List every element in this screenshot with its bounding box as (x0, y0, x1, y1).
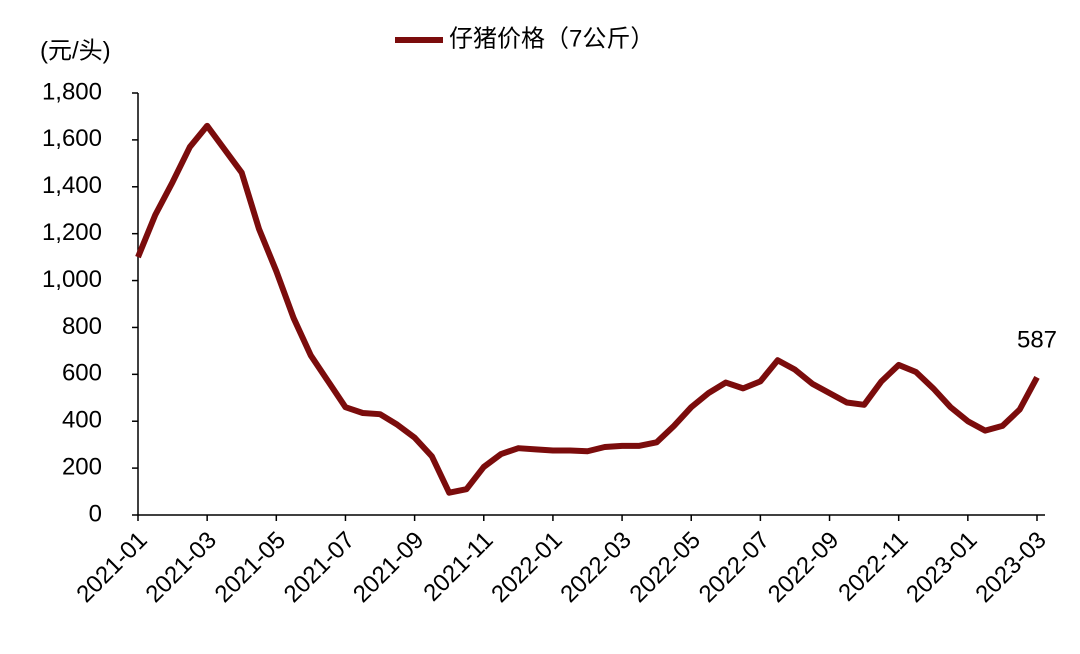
x-tick-label: 2021-05 (210, 527, 291, 608)
line (135, 122, 1040, 496)
x-tick-label: 2022-07 (694, 527, 775, 608)
y-tick-label: 1,600 (42, 125, 102, 152)
x-tick-label: 2021-11 (418, 527, 498, 607)
y-tick-label: 1,000 (42, 266, 102, 293)
y-tick-label: 800 (62, 313, 102, 340)
x-tick-label: 2021-03 (141, 527, 222, 608)
x-tick-label: 2021-09 (348, 527, 429, 608)
legend-label: 仔猪价格（7公斤） (449, 25, 654, 52)
y-tick-label: 0 (89, 500, 102, 527)
x-tick-label: 2021-01 (71, 527, 152, 608)
y-tick-label: 1,200 (42, 219, 102, 246)
y-tick-label: 200 (62, 453, 102, 480)
x-tick-label: 2023-03 (970, 527, 1051, 608)
x-tick-label: 2022-11 (833, 527, 913, 607)
x-tick-label: 2022-09 (763, 527, 844, 608)
x-tick-label: 2022-01 (486, 527, 567, 608)
data-label: 587 (1017, 327, 1057, 354)
y-tick-label: 400 (62, 407, 102, 434)
y-tick-label: 1,800 (42, 78, 102, 105)
x-tick-label: 2022-05 (625, 527, 706, 608)
y-axis-label: (元/头) (40, 37, 111, 64)
y-tick-label: 1,400 (42, 172, 102, 199)
x-tick-label: 2022-03 (555, 527, 636, 608)
y-tick-label: 600 (62, 360, 102, 387)
x-tick-label: 2023-01 (901, 527, 982, 608)
x-tick-label: 2021-07 (279, 527, 360, 608)
